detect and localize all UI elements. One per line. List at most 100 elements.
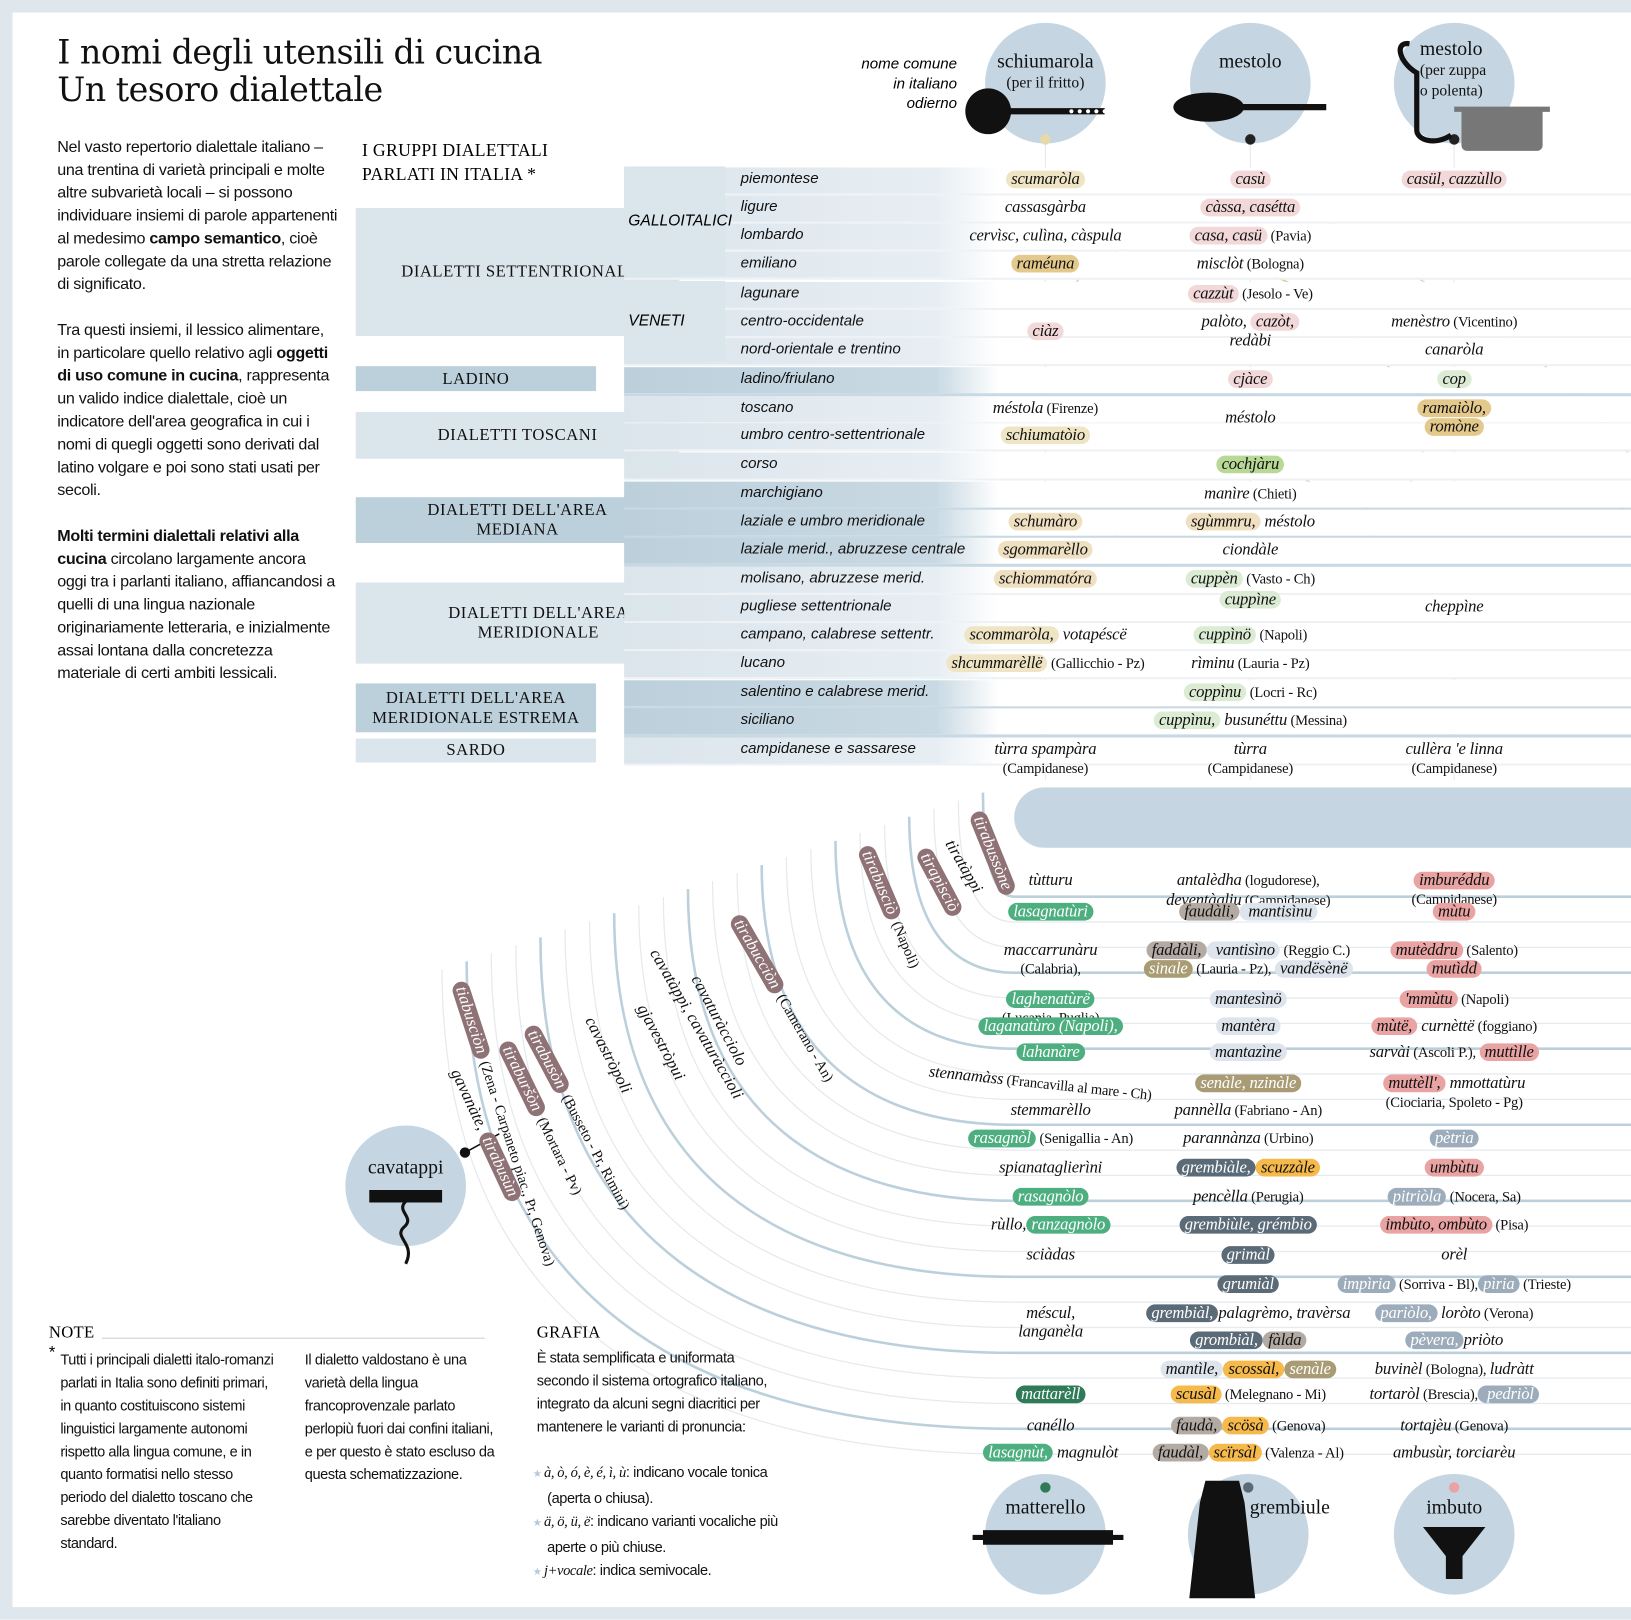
term-badge: pètria — [1429, 1129, 1479, 1148]
dialect-campano-calabrese-settentr-: campano, calabrese settentr. — [740, 626, 935, 643]
table-row-band — [624, 481, 1631, 511]
term: votapéscë — [1058, 626, 1127, 644]
term-badge: senàle, nzinàle — [1195, 1074, 1302, 1093]
term-badge: muttìlle — [1479, 1043, 1539, 1061]
bottom-cell: pèvera, priòto — [1405, 1331, 1503, 1350]
table-cell: tùrra spampàra (Campidanese) — [994, 741, 1096, 779]
table-row-band — [624, 623, 1631, 652]
term-badge: impìria — [1337, 1275, 1396, 1293]
term-badge: mattarèll — [1015, 1385, 1086, 1404]
table-cell: sgùmmru, méstolo — [1185, 512, 1315, 532]
table-cell: scommaròla, votapéscë — [964, 626, 1127, 645]
bottom-cell: umbùtu — [1424, 1158, 1484, 1178]
bottom-cell: lasagnùt, magnulòt — [982, 1443, 1118, 1463]
dialect-molisano-abruzzese-merid-: molisano, abruzzese merid. — [740, 570, 926, 587]
bottom-cell: mùtë, curnèttë (foggiano) — [1371, 1017, 1537, 1037]
table-cell: cochjàru — [1216, 455, 1285, 475]
groups-title: I GRUPPI DIALETTALI PARLATI IN ITALIA * — [361, 140, 549, 185]
table-row-band — [624, 251, 1631, 280]
radial-arc — [686, 889, 1631, 1203]
locality-note: (Perugia) — [1247, 1189, 1304, 1206]
term-badge: mantazìne — [1209, 1043, 1287, 1061]
dialect-emiliano: emiliano — [740, 254, 797, 272]
column-marker — [1245, 134, 1256, 145]
term-badge: imburéddu — [1413, 871, 1495, 890]
term-badge: mantìle, — [1160, 1360, 1224, 1378]
table-cell: palòto, cazòt, redàbi — [1201, 313, 1300, 350]
locality-note: (foggiano) — [1474, 1019, 1538, 1035]
bottom-cell: grombiàl, fàlda — [1189, 1331, 1307, 1350]
radial-arc — [564, 929, 1631, 1329]
radial-arc — [884, 824, 1631, 999]
bottom-cell: faddàli, vantisìno (Reggio C.) — [1146, 941, 1350, 961]
table-row-band — [624, 309, 1631, 339]
term-badge: mutìdd — [1426, 960, 1482, 978]
bottom-cell: sciàdas — [1026, 1246, 1075, 1265]
term-badge: cazzùt — [1187, 285, 1239, 303]
term: misclòt — [1196, 254, 1244, 273]
dialect-centro-occidentale: centro-occidentale — [740, 313, 864, 330]
dialect-group-2: LADINO — [355, 366, 597, 392]
locality-note: (Messina) — [1287, 713, 1348, 730]
bottom-cell: mùtu — [1432, 902, 1476, 922]
locality-note: (Genova) — [1451, 1418, 1509, 1435]
ladle-icon — [1173, 92, 1245, 122]
term: rùllo, — [990, 1215, 1027, 1234]
locality-note: (Ascoli P.), — [1409, 1045, 1480, 1062]
term-badge: cop — [1437, 370, 1472, 388]
term-badge: grombiàl, — [1189, 1331, 1263, 1350]
subgroup-galloitalici: GALLOITALICI — [624, 166, 732, 276]
term: méstola — [992, 399, 1044, 418]
table-cell: schiommatóra — [993, 570, 1097, 589]
term: ambusùr, torciarèu — [1393, 1443, 1516, 1462]
skimmer-hole — [1085, 109, 1091, 114]
term-badge: faudàl, — [1152, 1443, 1209, 1462]
radial-arc — [711, 881, 1631, 1177]
bottom-cell: grembiàle, scuzzàle — [1176, 1158, 1321, 1178]
term-badge: casù — [1230, 170, 1271, 189]
bottom-cell: grembiùle, grémbio — [1179, 1215, 1317, 1235]
table-cell: schiumatòio — [1000, 426, 1091, 445]
bottom-cell: sarvài (Ascoli P.), muttìlle — [1369, 1043, 1539, 1063]
term: loròto — [1437, 1304, 1481, 1323]
table-cell: cjàce — [1228, 370, 1273, 389]
skimmer-hole — [1094, 109, 1099, 114]
term: canaròla — [1424, 341, 1484, 359]
table-row-band — [624, 452, 1631, 481]
column-marker — [1448, 1482, 1460, 1493]
bottom-cell: buvinèl (Bologna), ludràtt — [1375, 1361, 1534, 1381]
locality-note: (Brescia), — [1419, 1387, 1478, 1404]
table-cell: tùrra (Campidanese) — [1208, 741, 1294, 779]
term: sarvài — [1369, 1043, 1410, 1062]
diacritic-description: : indica semivocale. — [592, 1561, 712, 1578]
common-name-label: nome comune in italiano odierno — [861, 56, 957, 113]
dialect-laziale-merid-abruzzese-centrale: laziale merid., abruzzese centrale — [740, 540, 966, 558]
bottom-cell: imbùto, ombùto (Pisa) — [1380, 1215, 1528, 1236]
term: canéllo — [1026, 1416, 1075, 1435]
table-cell: manìre (Chieti) — [1204, 485, 1297, 505]
bottom-cell: rasagnòl (Senigallia - An) — [968, 1129, 1133, 1150]
term: tùrra spampàra — [994, 740, 1097, 759]
term-badge: lasagnatùri — [1008, 902, 1094, 921]
locality-note: (logudorese), — [1241, 873, 1320, 890]
locality-note: (Valenza - Al) — [1261, 1445, 1344, 1462]
locality-note: (Locri - Rc) — [1246, 685, 1317, 702]
intro-paragraph: Tra questi insiemi, il lessico alimentar… — [57, 319, 338, 502]
bottom-cell: canéllo — [1027, 1417, 1075, 1436]
table-row-band — [624, 651, 1631, 680]
locality-note: (Genova) — [1268, 1418, 1326, 1435]
note-primary-dialects: Tutti i principali dialetti italo-romanz… — [60, 1351, 274, 1551]
dialect-lucano: lucano — [740, 654, 786, 671]
bottom-cell: laganatùro (Napoli), — [978, 1017, 1123, 1036]
bottom-cell: spianataglierìni — [999, 1159, 1102, 1178]
column-icon-backdrop — [1189, 22, 1311, 144]
term-badge: scïrsàl — [1208, 1443, 1262, 1462]
diacritic-symbols: ä, ö, ü, ë — [543, 1514, 590, 1531]
term-badge: cazòt, — [1250, 313, 1300, 331]
table-cell: casa, casü (Pavia) — [1189, 226, 1311, 247]
locality-note: (Firenze) — [1043, 401, 1099, 418]
bottom-cell: rasagnòlo — [1012, 1187, 1089, 1207]
dialect-ligure: ligure — [740, 198, 778, 216]
column-header-3: mestolo (per zuppa o polenta) — [1420, 39, 1493, 102]
bottom-cell: muttèll', mmottatùru (Ciociaria, Spoleto … — [1383, 1074, 1525, 1113]
